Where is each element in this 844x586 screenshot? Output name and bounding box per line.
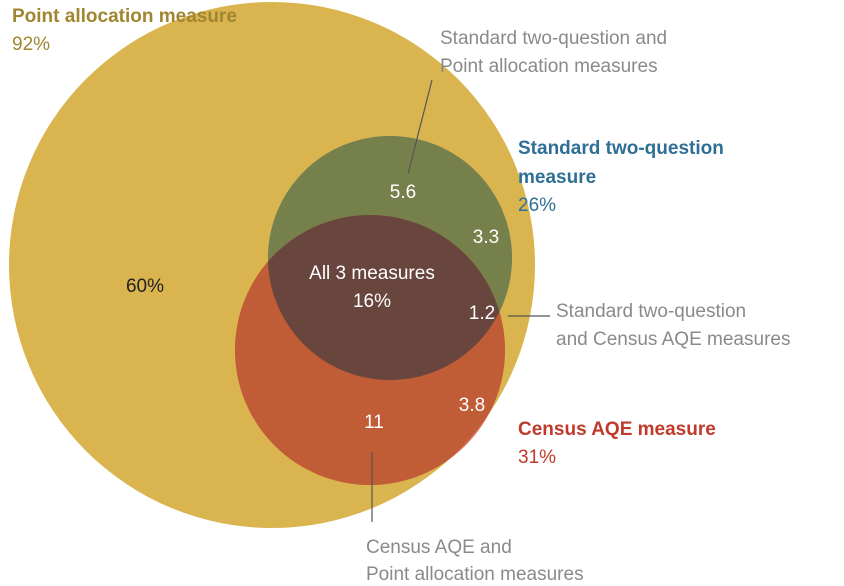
region-label: 3.8 <box>459 395 485 416</box>
callout: Standard two-question <box>556 301 746 322</box>
callout: and Census AQE measures <box>556 329 790 350</box>
set-value: 26% <box>518 195 556 216</box>
region-label: 16% <box>353 291 391 312</box>
region-label: 3.3 <box>473 227 499 248</box>
set-value: 92% <box>12 34 50 55</box>
set-name: Point allocation measure <box>12 6 237 27</box>
region-label: 1.2 <box>469 303 495 324</box>
leader-line <box>407 79 433 175</box>
region-label: 11 <box>364 412 384 433</box>
set-name: Census AQE measure <box>518 419 716 440</box>
callout: Census AQE and <box>366 537 512 558</box>
set-name: measure <box>518 167 596 188</box>
region-label: 60% <box>126 276 164 297</box>
region-label: All 3 measures <box>309 263 435 284</box>
callout: Point allocation measures <box>366 564 584 585</box>
region-label: 5.6 <box>390 182 416 203</box>
set-value: 31% <box>518 447 556 468</box>
callout: Point allocation measures <box>440 56 658 77</box>
set-name: Standard two-question <box>518 138 724 159</box>
callout: Standard two-question and <box>440 28 667 49</box>
all-three-overlap <box>268 215 505 380</box>
